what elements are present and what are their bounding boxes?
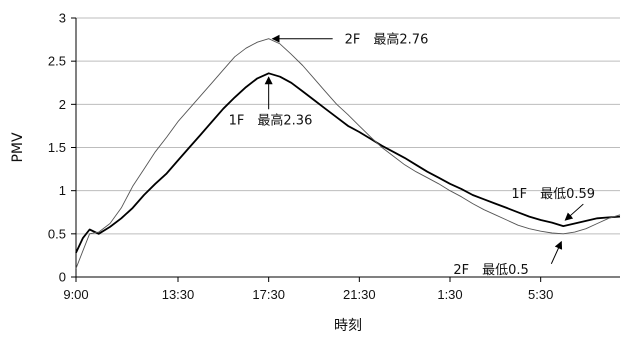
y-tick-labels: 0 0.5 1 1.5 2 2.5 3: [48, 11, 66, 285]
y-tick-label: 0: [59, 270, 66, 285]
series-lines: [75, 38, 621, 269]
y-tick-label: 1: [59, 183, 66, 198]
annotation-label: 2F 最高2.76: [345, 32, 429, 48]
x-tick-label: 13:30: [162, 287, 195, 302]
series-line-2f: [75, 38, 621, 269]
gridlines: [71, 17, 620, 278]
y-tick-label: 1.5: [48, 140, 66, 155]
y-tick-label: 0.5: [48, 226, 66, 241]
annotation-arrow: [550, 240, 563, 265]
y-tick-label: 2: [59, 97, 66, 112]
x-tick-label: 21:30: [343, 287, 376, 302]
axes: [75, 18, 620, 278]
series-line-1f: [75, 72, 621, 254]
x-axis-title: 時刻: [334, 318, 362, 334]
x-tick-label: 1:30: [437, 287, 462, 302]
y-tick-label: 3: [59, 11, 66, 26]
y-axis-title: PMV: [10, 132, 26, 163]
y-tick-label: 2.5: [48, 54, 66, 69]
x-tick-label: 5:30: [528, 287, 553, 302]
annotation-label: 1F 最高2.36: [229, 112, 313, 128]
x-tick-label: 17:30: [252, 287, 285, 302]
annotation-arrow: [564, 203, 584, 221]
annotations: 2F 最高2.76 1F 最高2.36 1F 最低0.59 2F 最低0.5: [229, 32, 595, 278]
x-tick-label: 9:00: [63, 287, 88, 302]
annotation-label: 2F 最低0.5: [453, 263, 528, 278]
annotation-label: 1F 最低0.59: [511, 187, 595, 202]
x-tick-labels: 9:00 13:30 17:30 21:30 1:30 5:30: [63, 277, 553, 302]
